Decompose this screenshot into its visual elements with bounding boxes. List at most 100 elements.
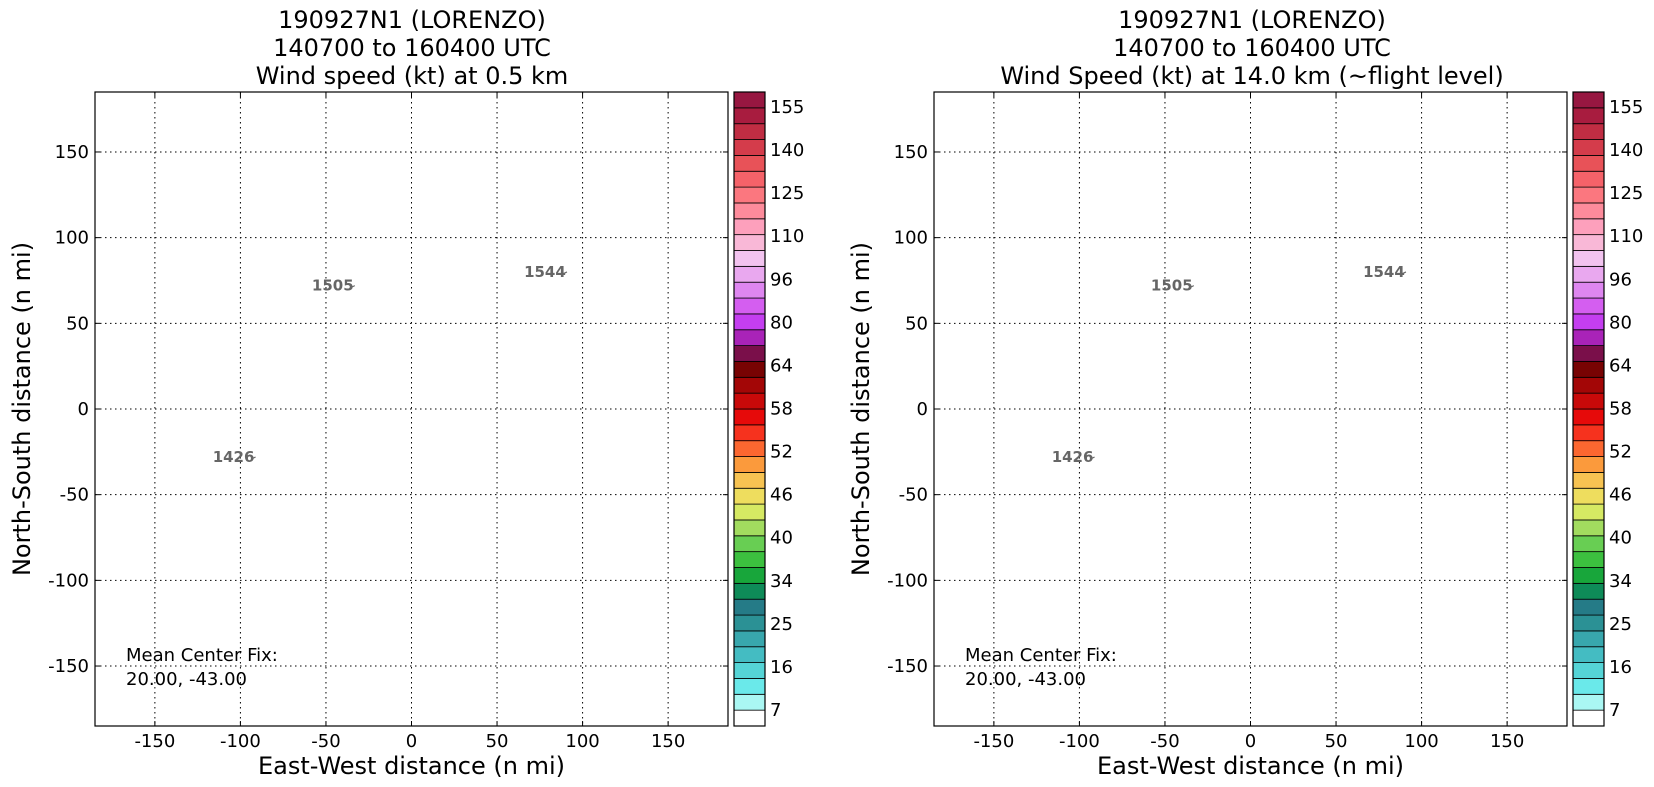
chart-title-line: 190927N1 (LORENZO) (278, 6, 546, 34)
colorbar-segment (1572, 218, 1605, 236)
colorbar-segment (1572, 250, 1605, 267)
colorbar-segment (1572, 487, 1605, 505)
colorbar-segment (1572, 202, 1605, 220)
colorbar-segment (1572, 440, 1605, 457)
colorbar-segment (733, 170, 766, 188)
colorbar-segment (1572, 154, 1605, 172)
colorbar-segment (1572, 313, 1605, 331)
x-tick-label: 100 (565, 731, 599, 752)
flight-track-marker (350, 285, 356, 289)
colorbar-segment (733, 361, 766, 378)
colorbar-segment (733, 440, 766, 457)
colorbar-segment (733, 91, 766, 109)
x-tick-label: 150 (651, 731, 685, 752)
colorbar-segment (733, 234, 766, 251)
mean-center-fix-note: Mean Center Fix: (965, 645, 1117, 666)
colorbar-segment (733, 503, 766, 521)
x-axis-label: East-West distance (n mi) (1097, 752, 1404, 780)
colorbar-segment (1572, 535, 1605, 553)
colorbar-tick-label: 58 (770, 399, 793, 420)
x-tick-label: 50 (1325, 731, 1348, 752)
x-axis-label: East-West distance (n mi) (258, 752, 565, 780)
x-tick-label: 50 (486, 731, 509, 752)
colorbar-segment (733, 139, 766, 156)
y-tick-label: 50 (905, 313, 928, 334)
flight-time-label: 1544 (1363, 263, 1405, 281)
mean-center-fix-note: 20.00, -43.00 (126, 669, 247, 690)
flight-track-marker (562, 271, 568, 275)
colorbar-segment (733, 107, 766, 125)
x-tick-label: -150 (134, 731, 175, 752)
colorbar-tick-label: 16 (770, 657, 793, 678)
colorbar-segment (733, 202, 766, 220)
colorbar-tick-label: 46 (1609, 485, 1632, 506)
y-tick-label: -100 (887, 570, 928, 591)
colorbar-segment (733, 265, 766, 283)
colorbar-segment (733, 154, 766, 172)
colorbar-segment (1572, 582, 1605, 600)
colorbar-tick-label: 34 (1609, 571, 1632, 592)
colorbar-segment (733, 313, 766, 331)
wind-speed-0.5km-panel: 190927N1 (LORENZO)140700 to 160400 UTCWi… (8, 6, 804, 780)
x-tick-label: -150 (973, 731, 1014, 752)
x-tick-label: -100 (220, 731, 261, 752)
colorbar-tick-label: 40 (770, 528, 793, 549)
colorbar-tick-label: 96 (770, 269, 793, 290)
colorbar-segment (1572, 297, 1605, 315)
colorbar-tick-label: 25 (770, 614, 793, 635)
colorbar-segment (733, 250, 766, 267)
colorbar-tick-label: 52 (770, 442, 793, 463)
colorbar-tick-label: 64 (770, 355, 793, 376)
colorbar-segment (733, 709, 766, 727)
x-tick-label: 0 (406, 731, 417, 752)
colorbar-tick-label: 155 (770, 97, 804, 118)
colorbar-segment (733, 630, 766, 648)
chart-title-line: 140700 to 160400 UTC (1113, 34, 1391, 62)
flight-time-label: 1505 (1151, 277, 1193, 295)
colorbar-segment (1572, 646, 1605, 664)
colorbar-segment (1572, 265, 1605, 283)
colorbar-segment (733, 535, 766, 553)
colorbar-segment (1572, 123, 1605, 140)
colorbar-segment (1572, 678, 1605, 695)
flight-time-label: 1426 (213, 448, 255, 466)
colorbar-segment (1572, 408, 1605, 426)
colorbar-segment (1572, 709, 1605, 727)
colorbar-segment (1572, 424, 1605, 442)
colorbar-segment (733, 345, 766, 362)
colorbar-segment (733, 186, 766, 204)
x-tick-label: 0 (1245, 731, 1256, 752)
colorbar-tick-label: 140 (1609, 140, 1643, 161)
chart-title-line: Wind speed (kt) at 0.5 km (256, 62, 569, 90)
colorbar-segment (1572, 693, 1605, 711)
colorbar-segment (1572, 234, 1605, 251)
colorbar-segment (733, 598, 766, 616)
flight-track-marker (1401, 271, 1407, 275)
colorbar-segment (733, 456, 766, 473)
colorbar-tick-label: 7 (770, 700, 781, 721)
wind-speed-14km-panel: 190927N1 (LORENZO)140700 to 160400 UTCWi… (847, 6, 1643, 780)
colorbar-segment (733, 646, 766, 664)
colorbar-segment (1572, 503, 1605, 521)
colorbar-frame (1572, 91, 1605, 727)
colorbar-segment (1572, 471, 1605, 489)
y-tick-label: 50 (66, 313, 89, 334)
colorbar-segment (1572, 186, 1605, 204)
flight-track-marker (1090, 456, 1095, 460)
colorbar-segment (733, 123, 766, 140)
colorbar-segment (733, 281, 766, 299)
colorbar-tick-label: 80 (1609, 312, 1632, 333)
colorbar-tick-label: 80 (770, 312, 793, 333)
colorbar-tick-label: 140 (770, 140, 804, 161)
colorbar-segment (1572, 281, 1605, 299)
colorbar-segment (1572, 170, 1605, 188)
colorbar-segment (733, 487, 766, 505)
y-tick-label: -50 (60, 485, 89, 506)
colorbar-segment (1572, 598, 1605, 616)
colorbar-segment (1572, 376, 1605, 394)
colorbar-segment (733, 297, 766, 315)
colorbar-tick-label: 25 (1609, 614, 1632, 635)
chart-title-line: 190927N1 (LORENZO) (1118, 6, 1386, 34)
colorbar-segment (1572, 107, 1605, 125)
